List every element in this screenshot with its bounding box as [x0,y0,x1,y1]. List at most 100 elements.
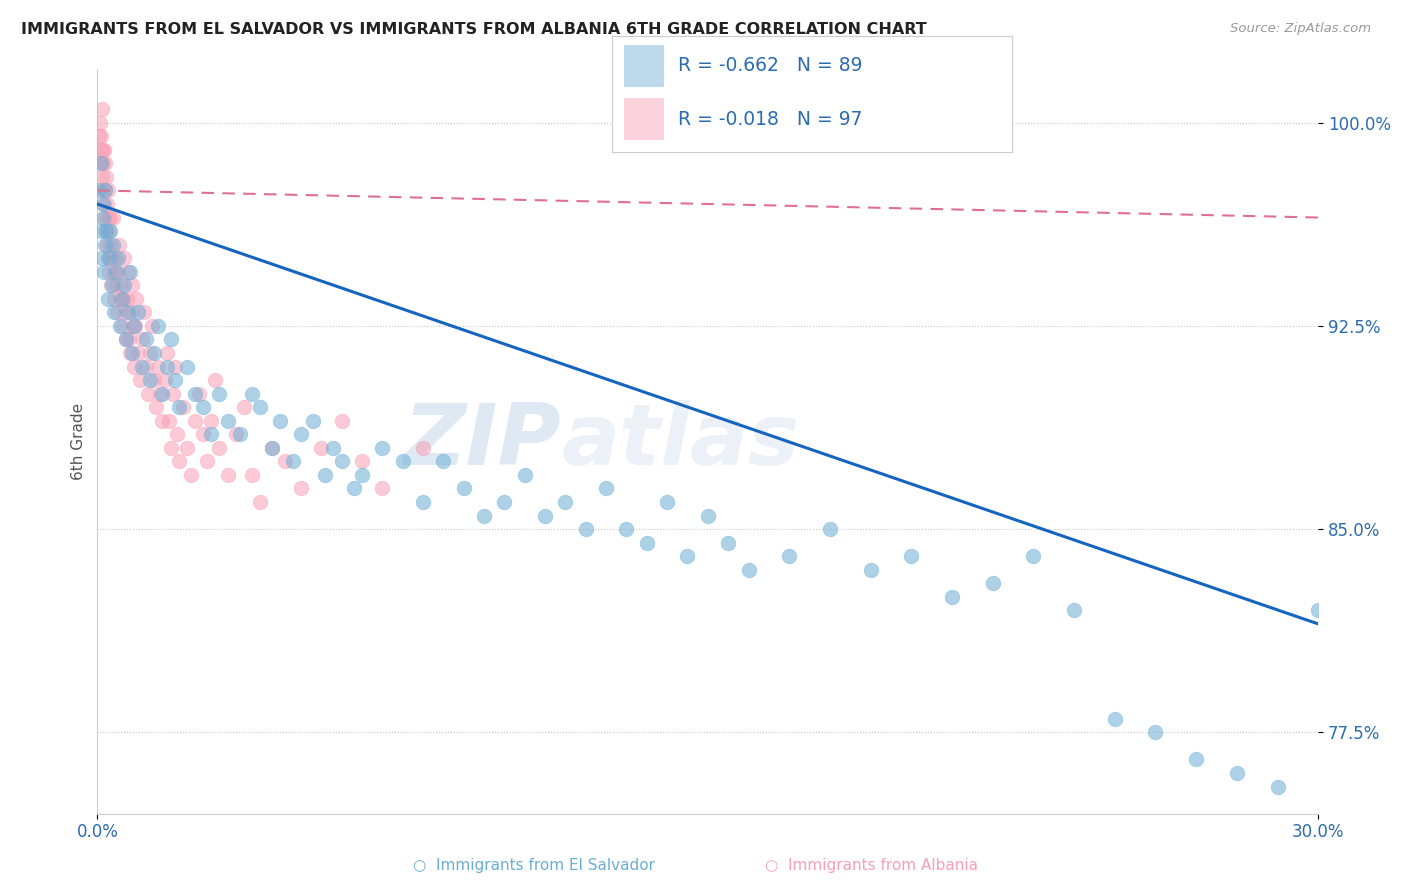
Point [93,211,115,225]
Point [90,129,112,144]
Point [269,414,291,428]
Point [100,278,122,293]
Point [371,441,394,455]
FancyBboxPatch shape [624,45,664,87]
Point [184,386,207,401]
Point [139,346,162,360]
Point [152,386,174,401]
Point [412,441,434,455]
FancyBboxPatch shape [624,98,664,140]
Point [104,251,127,265]
Point [90,102,112,116]
Point [208,386,231,401]
Point [93,156,115,170]
Point [136,386,159,401]
Point [141,318,163,333]
Point [93,183,115,197]
Point [240,386,263,401]
Point [97,251,120,265]
Point [121,346,143,360]
Point [330,414,353,428]
Point [153,373,176,387]
Point [139,373,162,387]
Point [97,183,120,197]
Point [554,495,576,509]
Y-axis label: 6th Grade: 6th Grade [72,402,86,480]
Point [131,359,153,374]
Point [94,237,117,252]
Point [91,169,114,184]
Point [273,454,295,468]
Text: ○  Immigrants from Albania: ○ Immigrants from Albania [765,858,979,872]
Point [655,495,678,509]
Point [859,563,882,577]
Point [1185,752,1208,766]
Point [134,305,156,319]
Text: R = -0.662   N = 89: R = -0.662 N = 89 [678,56,862,75]
Point [96,292,118,306]
Point [117,305,139,319]
Point [412,495,434,509]
Point [494,495,516,509]
Point [122,359,145,374]
Point [155,359,177,374]
Point [818,522,841,536]
Point [96,224,118,238]
Point [330,454,353,468]
Point [104,265,127,279]
Point [167,454,190,468]
Text: Source: ZipAtlas.com: Source: ZipAtlas.com [1230,22,1371,36]
Point [900,549,922,564]
Point [149,386,172,401]
Point [167,400,190,414]
Point [103,305,125,319]
Point [93,265,115,279]
Point [93,156,115,170]
Point [93,143,115,157]
Point [1308,603,1330,617]
Point [121,278,143,293]
Point [737,563,759,577]
Point [696,508,718,523]
Point [103,265,125,279]
Point [115,333,138,347]
Point [93,197,115,211]
Point [91,183,114,197]
Point [176,359,198,374]
Point [343,482,366,496]
Point [249,400,271,414]
Point [111,292,134,306]
Point [636,535,658,549]
Point [616,522,638,536]
Point [108,292,131,306]
Point [290,427,312,442]
Point [100,211,122,225]
Point [163,359,186,374]
Text: ZIP: ZIP [404,400,561,483]
Point [262,441,284,455]
Point [217,467,239,482]
Point [309,441,332,455]
Point [513,467,536,482]
Point [120,305,142,319]
Point [115,292,138,306]
Point [96,211,118,225]
Point [101,211,124,225]
Point [172,400,194,414]
Point [180,467,202,482]
Point [350,467,373,482]
Point [90,156,112,170]
Point [118,333,141,347]
Point [152,414,174,428]
Point [162,386,184,401]
Point [314,467,336,482]
Point [98,224,121,238]
Point [145,400,167,414]
Text: atlas: atlas [561,400,800,483]
Point [90,156,112,170]
Point [595,482,617,496]
Point [981,576,1004,591]
Point [112,251,135,265]
Point [111,318,134,333]
Point [135,359,157,374]
